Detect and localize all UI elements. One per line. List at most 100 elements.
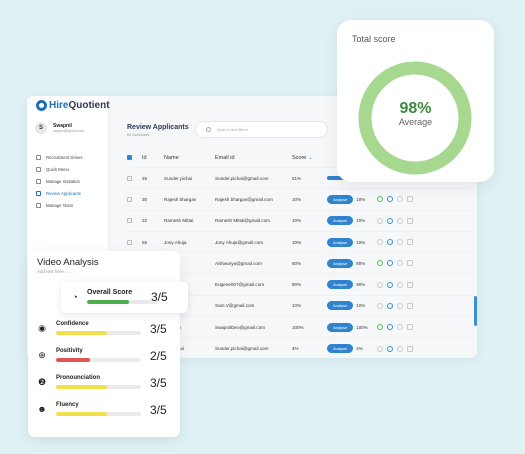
sidebar-item-recruitment-drives[interactable]: Recruitment Drives xyxy=(36,151,83,163)
row-checkbox[interactable] xyxy=(127,239,132,245)
document-icon[interactable] xyxy=(407,302,413,309)
play-icon[interactable] xyxy=(387,260,393,267)
analyse-button[interactable]: Analyse xyxy=(327,344,354,354)
analyse-button[interactable]: Analyse xyxy=(327,280,354,290)
avatar: S xyxy=(35,122,47,134)
analyse-button[interactable]: Analyse xyxy=(327,237,354,247)
row-score: 90% xyxy=(292,282,302,288)
overall-score-box: ◔ Overall Score 3/5 xyxy=(61,282,188,313)
video-analysis-subtitle: Add text here ....... xyxy=(37,269,74,274)
analyse-button[interactable] xyxy=(327,176,347,181)
row-score: 10% xyxy=(292,196,302,202)
nav-icon xyxy=(36,166,41,172)
search-placeholder: Search text filters xyxy=(217,127,248,132)
document-icon[interactable] xyxy=(407,196,413,203)
scrollbar[interactable] xyxy=(474,296,477,326)
score-ring-fill xyxy=(358,61,472,175)
metric-bar-fill xyxy=(56,358,90,362)
play-icon[interactable] xyxy=(387,281,393,288)
user-name: Swapnil xyxy=(53,123,72,129)
analyse-button[interactable]: Analyse xyxy=(327,194,354,204)
check-icon[interactable] xyxy=(377,345,383,352)
metric-bar xyxy=(56,385,141,389)
check-icon[interactable] xyxy=(377,217,383,224)
analyse-button[interactable]: Analyse xyxy=(327,301,354,311)
play-icon[interactable] xyxy=(387,302,393,309)
eye-icon[interactable] xyxy=(397,302,403,309)
search-icon xyxy=(206,127,211,132)
col-email: Email id xyxy=(215,154,235,161)
video-analysis-card: Video Analysis Add text here ....... ◔ O… xyxy=(28,251,188,437)
talking-head-icon: ☻ xyxy=(37,404,47,414)
col-name: Name xyxy=(164,154,179,161)
check-icon[interactable] xyxy=(377,324,383,331)
table-row[interactable]: 30 Rajesh bhargav Rajesh bhargav@gmail.com… xyxy=(127,188,471,209)
row-checkbox[interactable] xyxy=(127,218,132,224)
eye-icon[interactable] xyxy=(397,281,403,288)
document-icon[interactable] xyxy=(407,281,413,288)
document-icon[interactable] xyxy=(407,239,413,246)
document-icon[interactable] xyxy=(407,217,413,224)
document-icon[interactable] xyxy=(407,260,413,267)
row-checkbox[interactable] xyxy=(127,196,132,202)
document-icon[interactable] xyxy=(407,324,413,331)
row-email: Sunder.pichai@gmail.com xyxy=(215,346,269,352)
search-input[interactable]: Search text filters xyxy=(195,121,328,138)
eye-icon[interactable] xyxy=(397,324,403,331)
row-checkbox[interactable] xyxy=(127,175,132,181)
table-row[interactable]: 22 Ramesh Mittal Ramesh Mittal@gmail.com 10… xyxy=(127,209,471,231)
analyse-button[interactable]: Analyse xyxy=(327,322,354,332)
total-score-card: Total score 98% Average xyxy=(337,20,494,182)
sort-down-icon: ⌄ xyxy=(308,154,313,161)
row-email: Eugene007@gmail.com xyxy=(215,282,265,288)
eye-icon[interactable] xyxy=(397,217,403,224)
row-email: Rajesh bhargav@gmail.com xyxy=(215,196,273,202)
play-icon[interactable] xyxy=(387,239,393,246)
metric-bar xyxy=(56,331,141,335)
play-icon[interactable] xyxy=(387,196,393,203)
eye-icon: ◉ xyxy=(38,323,46,333)
check-icon[interactable] xyxy=(377,260,383,267)
analyse-button[interactable]: Analyse xyxy=(327,258,354,268)
sidebar-item-label: Recruitment Drives xyxy=(46,154,83,160)
check-icon[interactable] xyxy=(377,196,383,203)
eye-icon[interactable] xyxy=(397,196,403,203)
plus-icon: ⊕ xyxy=(38,350,46,360)
eye-icon[interactable] xyxy=(397,239,403,246)
check-icon[interactable] xyxy=(377,239,383,246)
select-all-checkbox[interactable] xyxy=(127,155,132,160)
page-subtitle: 68 Candidates xyxy=(127,133,150,137)
check-icon[interactable] xyxy=(377,281,383,288)
metric-bar xyxy=(56,412,141,416)
gauge-icon: ◔ xyxy=(72,292,78,302)
row-name: Jony Ahuja xyxy=(164,239,187,245)
eye-icon[interactable] xyxy=(397,345,403,352)
logo-brand-b: Quotient xyxy=(68,100,110,111)
row-score: 4% xyxy=(292,346,299,352)
user-profile[interactable]: S Swapnil swapnil@gmail.com xyxy=(35,122,84,134)
sidebar-item-manage-invitation[interactable]: Manage Invitation xyxy=(36,175,83,187)
row-score: 100% xyxy=(292,324,304,330)
row-email: Aishwarya@gmail.com xyxy=(215,260,262,266)
col-score[interactable]: Score ⌄ xyxy=(292,155,327,161)
metric-label: Positivity xyxy=(56,348,83,354)
sidebar-item-quick-menu[interactable]: Quick Menu xyxy=(36,163,83,175)
sidebar-item-manage-team[interactable]: Manage Team xyxy=(36,199,83,211)
row-name: Rajesh bhargav xyxy=(164,196,197,202)
score-ring xyxy=(358,61,472,175)
metric-label: Fluency xyxy=(56,402,79,408)
play-icon[interactable] xyxy=(387,324,393,331)
metric-label: Pronounciation xyxy=(56,375,100,381)
analyse-button[interactable]: Analyse xyxy=(327,216,354,226)
document-icon[interactable] xyxy=(407,345,413,352)
play-icon[interactable] xyxy=(387,345,393,352)
row-id: 22 xyxy=(142,218,148,224)
play-icon[interactable] xyxy=(387,217,393,224)
eye-icon[interactable] xyxy=(397,260,403,267)
sidebar-item-review-applicants[interactable]: Review Applicants xyxy=(36,187,83,199)
page-title: Review Applicants xyxy=(127,124,189,131)
table-row[interactable]: 56 Jony Ahuja Jony Ahuja@gmail.com 10% Analy… xyxy=(127,230,471,252)
table-row[interactable]: 25 Sunder pichai Sunder.pichai@gmail.com 51… xyxy=(127,167,471,188)
row-email: Sunder.pichai@gmail.com xyxy=(215,175,269,181)
check-icon[interactable] xyxy=(377,302,383,309)
